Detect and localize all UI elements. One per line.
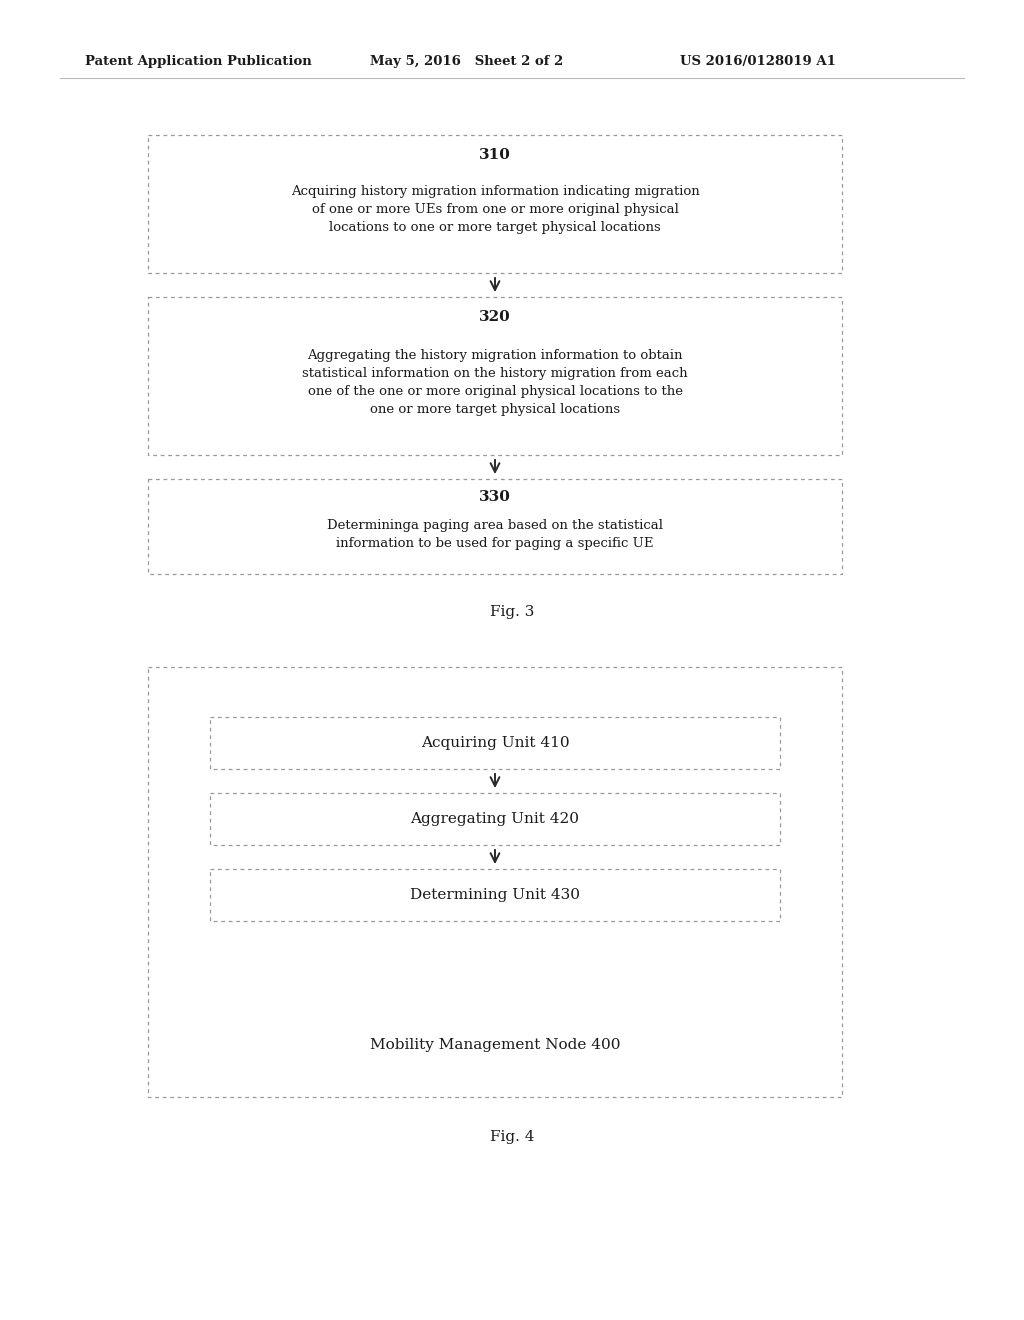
Text: Mobility Management Node 400: Mobility Management Node 400 bbox=[370, 1038, 621, 1052]
Text: 320: 320 bbox=[479, 310, 511, 323]
Text: Determining Unit 430: Determining Unit 430 bbox=[410, 888, 580, 902]
FancyBboxPatch shape bbox=[148, 667, 842, 1097]
FancyBboxPatch shape bbox=[148, 297, 842, 455]
Text: 310: 310 bbox=[479, 148, 511, 162]
Text: May 5, 2016   Sheet 2 of 2: May 5, 2016 Sheet 2 of 2 bbox=[370, 55, 563, 69]
Text: Fig. 4: Fig. 4 bbox=[489, 1130, 535, 1144]
Text: Fig. 3: Fig. 3 bbox=[489, 605, 535, 619]
FancyBboxPatch shape bbox=[210, 793, 780, 845]
Text: Acquiring Unit 410: Acquiring Unit 410 bbox=[421, 737, 569, 750]
FancyBboxPatch shape bbox=[148, 479, 842, 574]
Text: 330: 330 bbox=[479, 490, 511, 504]
Text: Acquiring history migration information indicating migration
of one or more UEs : Acquiring history migration information … bbox=[291, 186, 699, 235]
Text: Patent Application Publication: Patent Application Publication bbox=[85, 55, 311, 69]
Text: Determininga paging area based on the statistical
information to be used for pag: Determininga paging area based on the st… bbox=[327, 520, 663, 550]
Text: Aggregating the history migration information to obtain
statistical information : Aggregating the history migration inform… bbox=[302, 348, 688, 416]
FancyBboxPatch shape bbox=[210, 869, 780, 921]
Text: US 2016/0128019 A1: US 2016/0128019 A1 bbox=[680, 55, 836, 69]
FancyBboxPatch shape bbox=[210, 717, 780, 770]
FancyBboxPatch shape bbox=[148, 135, 842, 273]
Text: Aggregating Unit 420: Aggregating Unit 420 bbox=[411, 812, 580, 826]
